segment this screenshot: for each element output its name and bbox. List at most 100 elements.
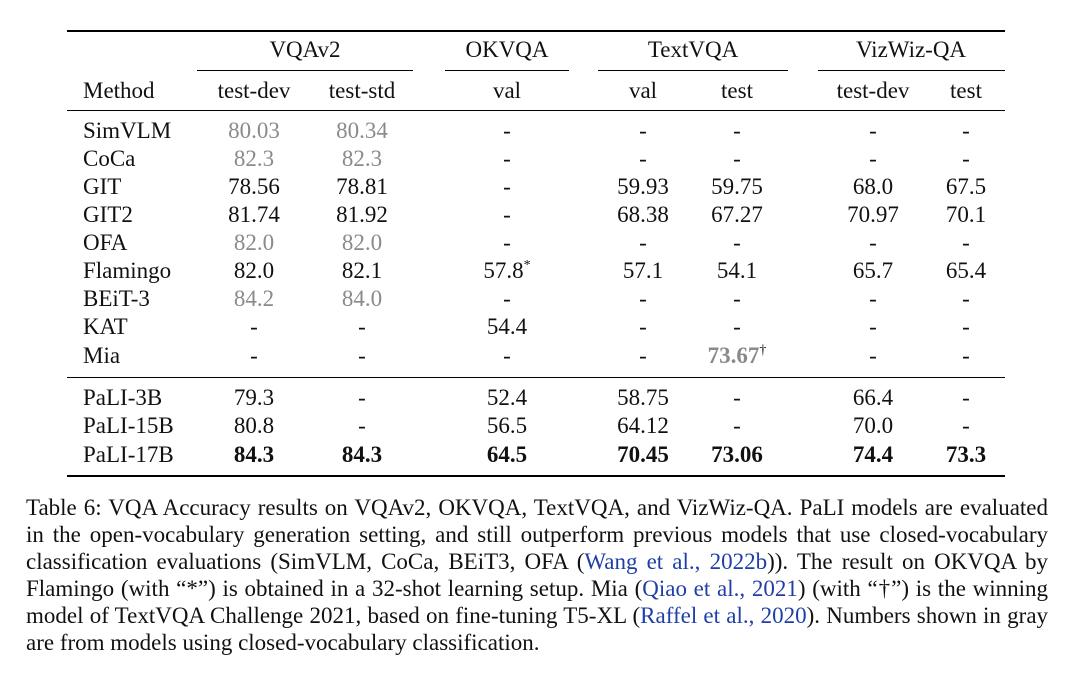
value-text: 80.34	[336, 118, 388, 143]
value-text: -	[639, 230, 647, 255]
value-text: -	[358, 413, 366, 438]
value-cell: 78.56	[228, 173, 280, 201]
value-text: -	[962, 314, 970, 339]
value-text: 64.12	[617, 413, 669, 438]
value-cell: -	[358, 384, 366, 412]
subheader: test	[950, 78, 982, 103]
value-cell: -	[962, 313, 970, 341]
value-text: 82.1	[341, 258, 383, 283]
value-text: -	[962, 413, 970, 438]
value-cell: -	[250, 342, 258, 370]
method-cell: Flamingo	[83, 258, 172, 283]
value-cell: -	[503, 342, 511, 370]
group-rule-okvqa	[445, 70, 569, 71]
value-text: -	[358, 314, 366, 339]
subheader: test-dev	[836, 78, 910, 103]
method-cell: OFA	[83, 230, 128, 255]
value-text: 73.06	[711, 442, 763, 467]
citation-link[interactable]: Raffel et al.,	[640, 603, 755, 628]
value-text: 66.4	[852, 385, 894, 410]
value-text: -	[639, 146, 647, 171]
value-cell: -	[639, 117, 647, 145]
value-cell: 82.3	[342, 145, 382, 173]
value-cell: -	[639, 342, 647, 370]
value-cell: 82.1	[342, 257, 382, 285]
value-text: 82.3	[341, 146, 383, 171]
footnote-mark: †	[759, 343, 767, 358]
value-cell: -	[733, 412, 741, 440]
value-text: -	[962, 146, 970, 171]
method-cell: SimVLM	[83, 118, 172, 143]
citation-link[interactable]: Qiao et al.,	[642, 576, 746, 601]
value-text: 65.7	[852, 258, 894, 283]
value-text: 84.3	[341, 442, 383, 467]
value-cell: 80.8	[234, 412, 274, 440]
value-cell: 73.3	[946, 441, 986, 469]
method-cell: GIT2	[83, 202, 133, 227]
value-text: 81.92	[336, 202, 388, 227]
subheader: val	[492, 78, 522, 103]
value-cell: 82.0	[342, 229, 382, 257]
value-cell: 68.38	[617, 201, 669, 229]
citation-link[interactable]: Wang et al.,	[584, 549, 701, 574]
value-cell: -	[869, 285, 877, 313]
value-text: -	[962, 343, 970, 368]
value-text: -	[962, 286, 970, 311]
value-text: 78.81	[336, 174, 388, 199]
value-cell: -	[733, 229, 741, 257]
value-cell: 65.7	[853, 257, 893, 285]
section-rule	[67, 377, 1005, 378]
value-cell: 81.92	[336, 201, 388, 229]
caption-text: ) (with “†”) is the winning model of Tex…	[26, 576, 1049, 628]
value-text: 73.3	[945, 442, 987, 467]
group-header-okvqa: OKVQA	[465, 37, 549, 62]
table-caption: Table 6: VQA Accuracy results on VQAv2, …	[26, 494, 1048, 656]
citation-link[interactable]: 2022b	[709, 549, 768, 574]
value-cell: -	[962, 412, 970, 440]
value-cell: -	[869, 145, 877, 173]
value-cell: 82.3	[234, 145, 274, 173]
header-bottom-rule	[67, 110, 1005, 111]
value-cell: 78.81	[336, 173, 388, 201]
value-cell: -	[962, 285, 970, 313]
value-cell: -	[869, 342, 877, 370]
value-cell: -	[639, 145, 647, 173]
value-cell: 84.3	[234, 441, 274, 469]
value-cell: -	[733, 384, 741, 412]
value-text: 65.4	[945, 258, 987, 283]
value-text: 78.56	[228, 174, 280, 199]
value-text: 58.75	[617, 385, 669, 410]
footnote-mark: *	[523, 258, 531, 273]
subheader: test-dev	[217, 78, 291, 103]
value-text: -	[869, 343, 877, 368]
value-cell: -	[869, 117, 877, 145]
value-cell: 70.45	[617, 441, 669, 469]
group-rule-vizwiz	[818, 70, 1005, 71]
citation-link[interactable]: 2020	[760, 603, 807, 628]
value-text: -	[962, 118, 970, 143]
value-text: -	[639, 314, 647, 339]
value-cell: -	[503, 117, 511, 145]
value-text: 82.0	[341, 230, 383, 255]
value-text: 80.03	[228, 118, 280, 143]
value-text: -	[503, 174, 511, 199]
value-cell: 67.5	[946, 173, 986, 201]
value-cell: 52.4	[487, 384, 527, 412]
value-cell: 54.1	[717, 257, 757, 285]
method-cell: PaLI-17B	[83, 442, 174, 467]
subheader: test	[721, 78, 753, 103]
method-cell: CoCa	[83, 146, 136, 171]
value-cell: -	[962, 384, 970, 412]
value-cell: -	[869, 313, 877, 341]
value-text: -	[733, 286, 741, 311]
value-cell: 84.3	[342, 441, 382, 469]
value-text: 84.0	[341, 286, 383, 311]
value-text: -	[639, 118, 647, 143]
value-text: -	[962, 385, 970, 410]
value-cell: 70.1	[946, 201, 986, 229]
value-cell: 79.3	[234, 384, 274, 412]
value-text: -	[733, 230, 741, 255]
citation-link[interactable]: 2021	[751, 576, 798, 601]
value-cell: 68.0	[853, 173, 893, 201]
value-cell: 66.4	[853, 384, 893, 412]
